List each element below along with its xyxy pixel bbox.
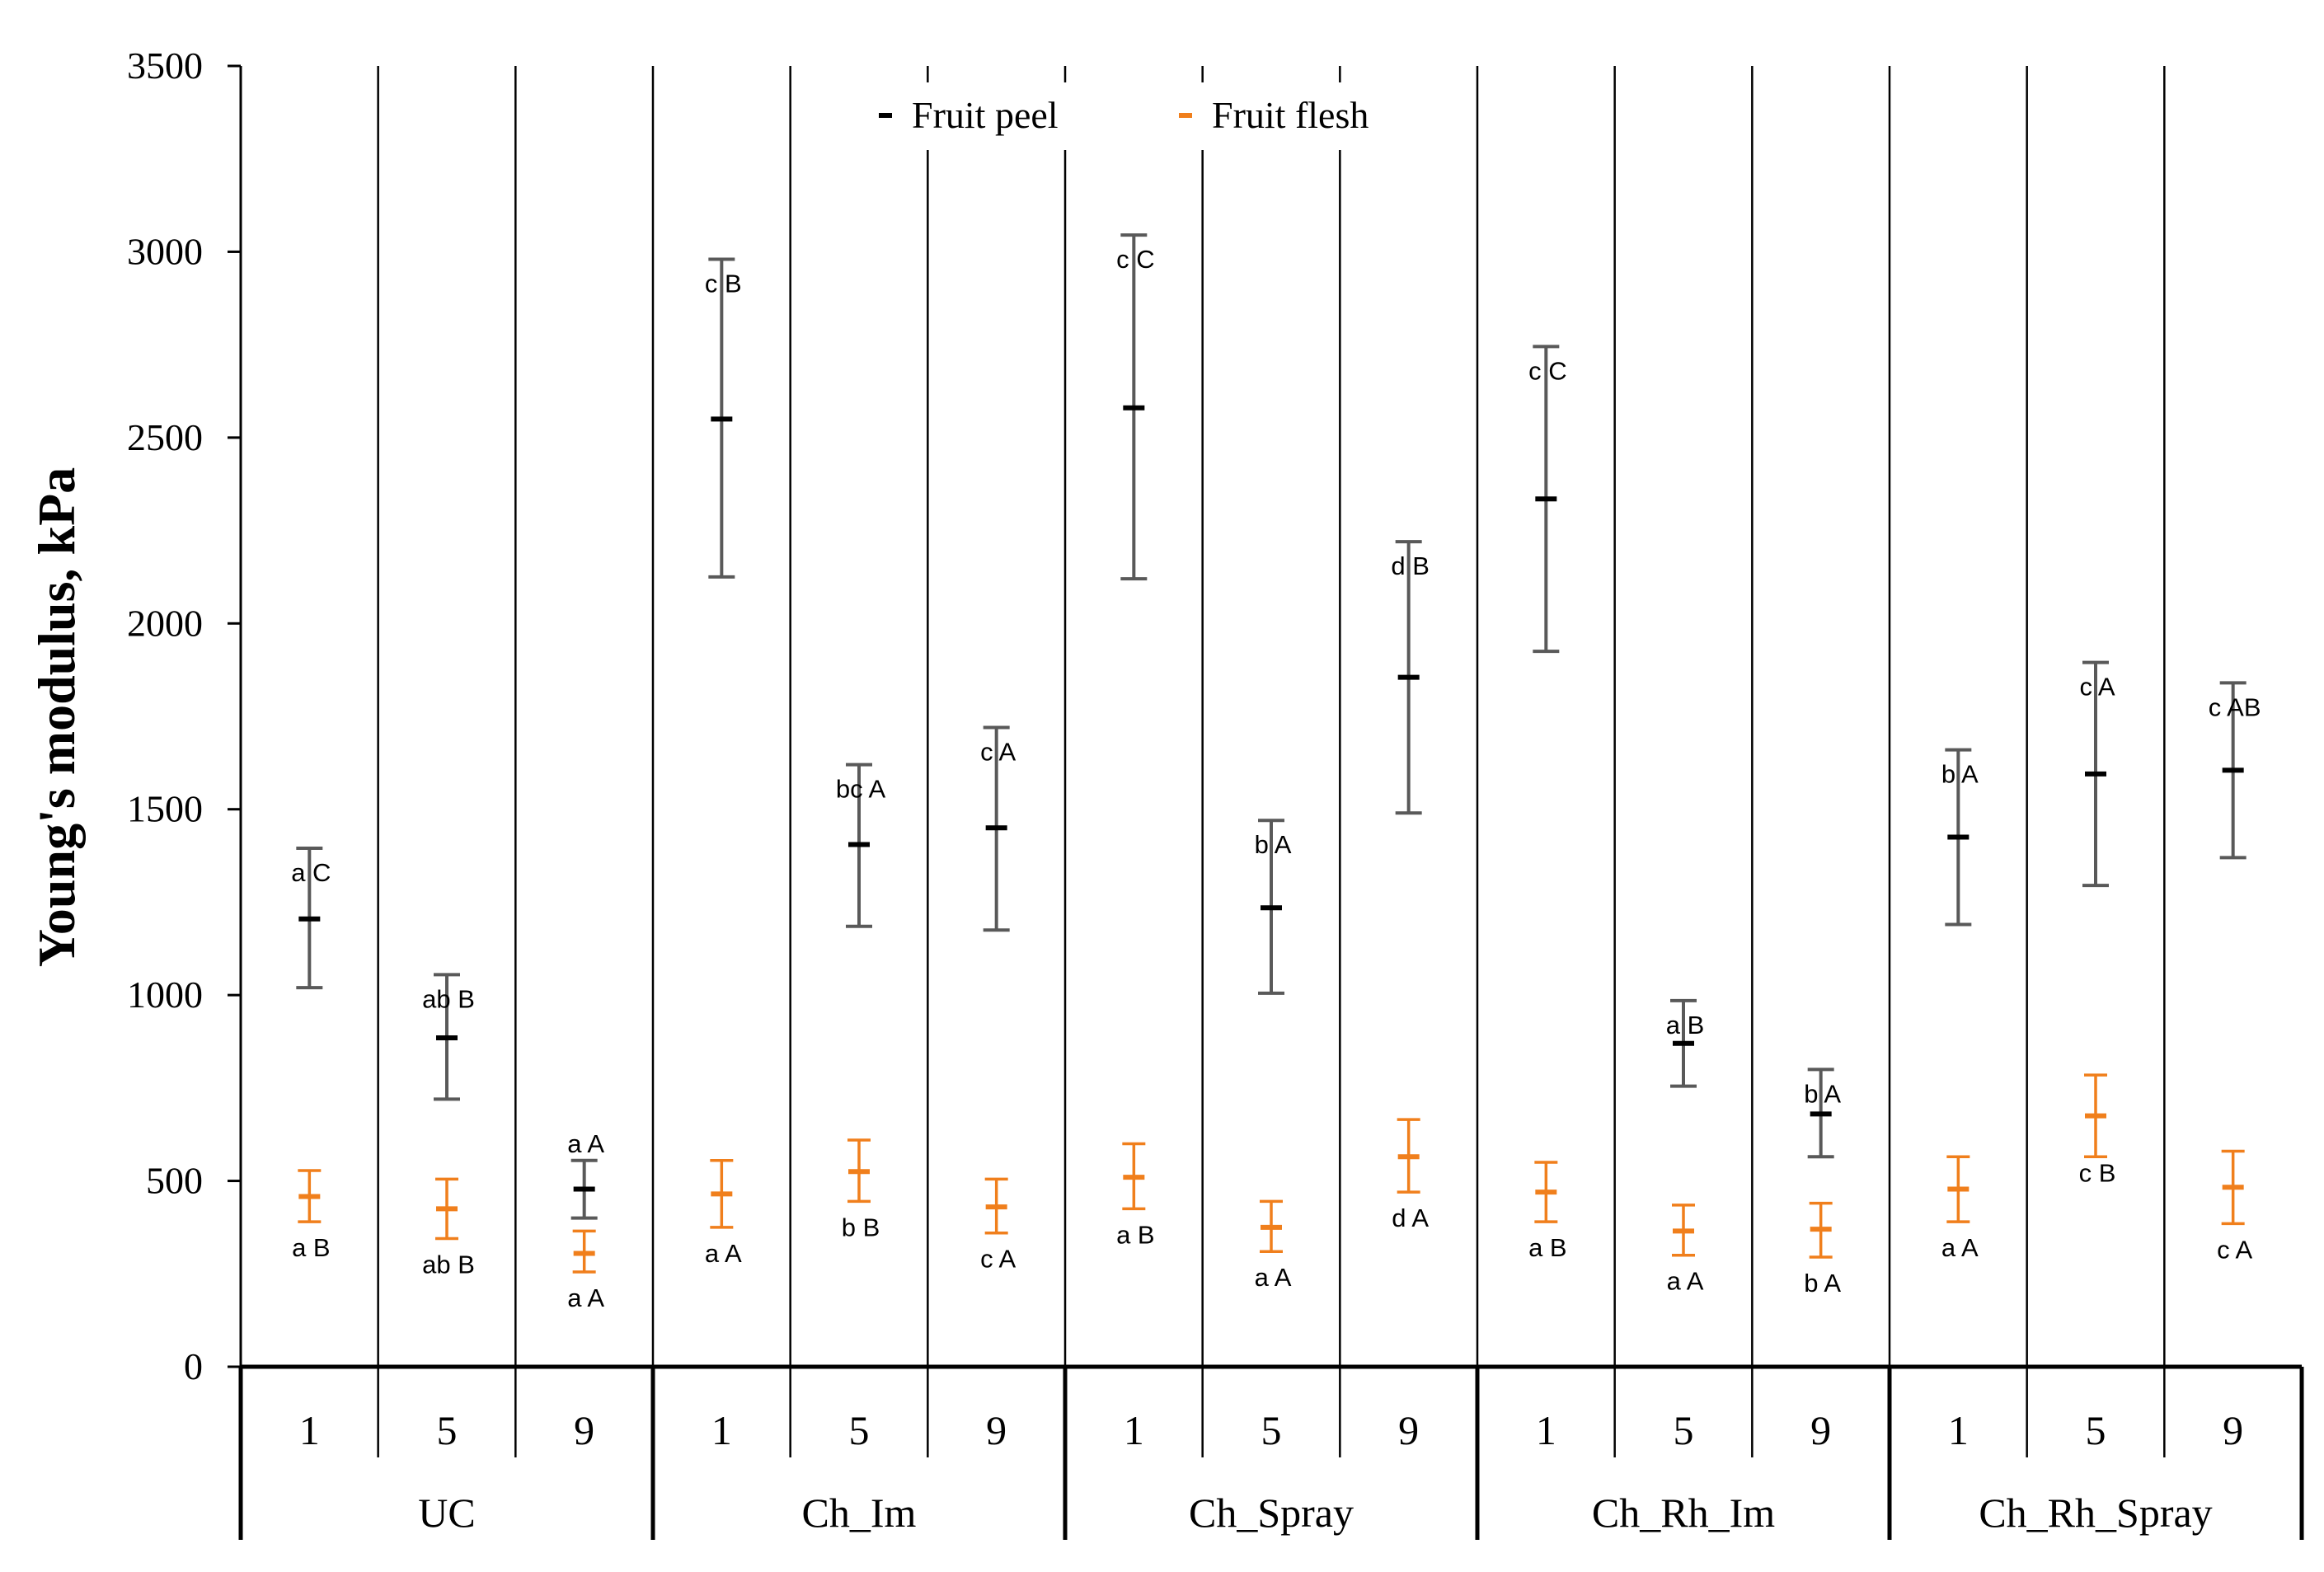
x-tick-label: 9 <box>1810 1407 1831 1453</box>
significance-label: c C <box>1528 356 1567 385</box>
significance-label: bc A <box>836 775 886 804</box>
x-tick-label: 9 <box>574 1407 594 1453</box>
y-axis-title: Young's modulus, kPa <box>27 467 86 967</box>
significance-label: c A <box>980 738 1016 767</box>
significance-label: c B <box>705 269 742 298</box>
significance-label: a A <box>705 1239 742 1268</box>
legend-label-fruit-peel: Fruit peel <box>912 94 1059 136</box>
x-tick-label: 1 <box>1124 1407 1144 1453</box>
y-tick-label: 1500 <box>127 788 203 830</box>
significance-label: c C <box>1116 245 1155 274</box>
x-tick-label: 5 <box>1674 1407 1694 1453</box>
x-tick-label: 5 <box>1261 1407 1282 1453</box>
group-label: Ch_Rh_Im <box>1592 1490 1775 1536</box>
significance-label: b A <box>1941 760 1979 789</box>
significance-label: c A <box>2079 673 2115 702</box>
group-label: Ch_Im <box>802 1490 917 1536</box>
plot-area: 0 500 1000 1500 2000 2500 3000 3500 1 5 9 UC 1 5 9 Ch_I… <box>127 45 2304 1540</box>
y-tick-label: 3500 <box>127 45 203 87</box>
y-tick-label: 3000 <box>127 230 203 272</box>
legend-background <box>866 82 1434 150</box>
group-label: UC <box>418 1490 475 1536</box>
y-tick-label: 2000 <box>127 602 203 644</box>
group-label: Ch_Spray <box>1189 1490 1354 1536</box>
significance-label: b A <box>1804 1079 1841 1108</box>
significance-label: c A <box>2217 1235 2252 1264</box>
x-tick-label: 5 <box>437 1407 458 1453</box>
significance-label: c AB <box>2209 692 2261 721</box>
significance-label: a B <box>1666 1011 1705 1039</box>
y-tick-label: 1000 <box>127 974 203 1016</box>
significance-label: ab B <box>422 984 475 1013</box>
significance-label: d A <box>1392 1204 1429 1232</box>
significance-label: a C <box>291 858 331 887</box>
x-tick-label: 1 <box>299 1407 320 1453</box>
significance-label: b A <box>1255 830 1292 859</box>
significance-label: a A <box>567 1283 604 1312</box>
x-tick-label: 1 <box>1536 1407 1556 1453</box>
significance-label: d B <box>1391 551 1430 580</box>
significance-label: a A <box>1941 1233 1979 1262</box>
significance-label: c B <box>2079 1158 2116 1187</box>
x-tick-label: 9 <box>986 1407 1007 1453</box>
y-tick-label: 0 <box>184 1345 203 1387</box>
legend-swatch-fruit-flesh <box>1179 113 1192 118</box>
significance-label: ab B <box>422 1250 475 1279</box>
significance-label: a A <box>1667 1267 1704 1296</box>
legend-label-fruit-flesh: Fruit flesh <box>1212 94 1369 136</box>
significance-label: a B <box>1116 1220 1155 1249</box>
significance-label: b B <box>842 1213 880 1241</box>
significance-label: a A <box>1255 1263 1292 1292</box>
x-tick-label: 5 <box>849 1407 870 1453</box>
significance-label: a A <box>567 1129 604 1158</box>
x-tick-label: 9 <box>1398 1407 1419 1453</box>
group-label: Ch_Rh_Spray <box>1979 1490 2212 1536</box>
significance-label: a B <box>292 1233 331 1262</box>
x-tick-label: 5 <box>2086 1407 2106 1453</box>
x-tick-label: 1 <box>711 1407 732 1453</box>
x-tick-label: 1 <box>1948 1407 1969 1453</box>
significance-label: b A <box>1804 1269 1841 1297</box>
x-tick-label: 9 <box>2223 1407 2243 1453</box>
legend-swatch-fruit-peel <box>879 113 892 118</box>
legend: Fruit peel Fruit flesh <box>879 94 1369 136</box>
y-tick-label: 500 <box>146 1160 203 1202</box>
y-tick-label: 2500 <box>127 416 203 458</box>
significance-label: a B <box>1528 1233 1567 1262</box>
significance-label: c A <box>980 1245 1016 1274</box>
